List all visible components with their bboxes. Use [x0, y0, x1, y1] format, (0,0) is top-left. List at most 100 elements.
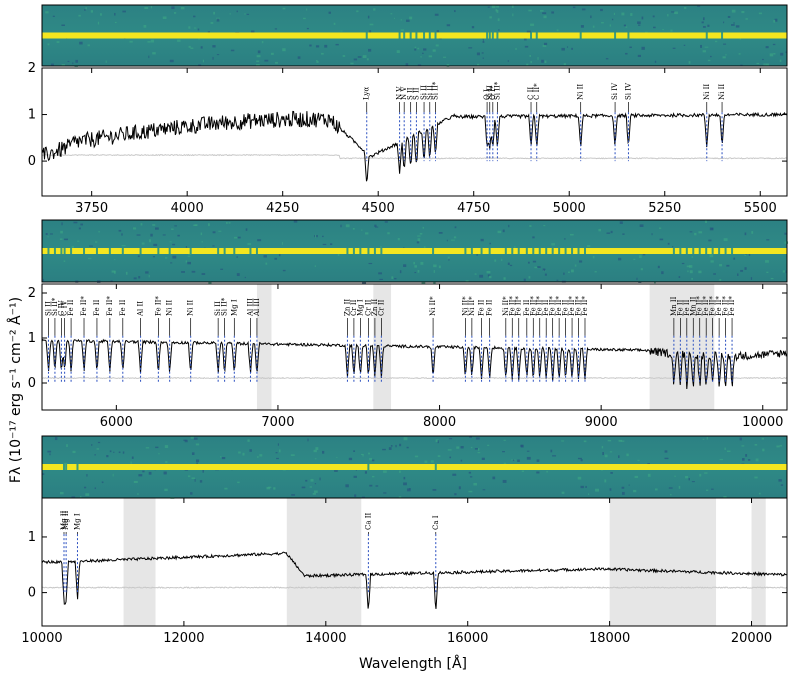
- feature-label: Fe II*: [80, 296, 88, 316]
- feature-label: Fe II*: [529, 296, 537, 316]
- feature-label: Ni II: [166, 300, 174, 316]
- feature-label: Fe II*: [581, 296, 589, 316]
- feature-label: Fe II*: [555, 296, 563, 316]
- feature-label: Ni II: [577, 84, 585, 100]
- feature-label: Fe II: [542, 299, 550, 316]
- plot-frame: [41, 67, 788, 197]
- feature-label: C IV: [61, 300, 69, 316]
- feature-label: Al II: [137, 301, 145, 317]
- telluric-region: [123, 498, 156, 626]
- feature-label: Si II: [426, 85, 434, 100]
- feature-label: C IV: [57, 300, 65, 316]
- x-tick-label: 4250: [266, 201, 299, 216]
- feature-label: Mg I: [73, 513, 81, 530]
- feature-label: Cr II: [377, 299, 385, 316]
- spectrum-2d-image: [41, 435, 788, 500]
- feature-label: Si II*: [221, 297, 229, 316]
- feature-label: Cr II: [350, 299, 358, 316]
- feature-label: Mn II: [670, 296, 678, 316]
- feature-label: Si II: [44, 301, 52, 316]
- x-tick-label: 5000: [553, 201, 586, 216]
- feature-label: Si IV: [624, 82, 632, 100]
- feature-label: Fe II*: [515, 296, 523, 316]
- feature-label: Mg II: [60, 510, 68, 530]
- plot-frame: [41, 497, 788, 627]
- feature-label: Fe II*: [106, 296, 114, 316]
- x-tick-label: 10000: [742, 415, 783, 430]
- x-tick-label: 4500: [362, 201, 395, 216]
- spectral-trace: [42, 248, 787, 254]
- feature-label: Ni II*: [461, 296, 469, 316]
- feature-label: O I*: [489, 85, 497, 100]
- feature-label: Si II: [486, 85, 494, 100]
- y-tick-label: 2: [28, 286, 36, 301]
- feature-label: Ni II: [718, 84, 726, 100]
- feature-label: Si IV: [611, 82, 619, 100]
- feature-label: Fe II*: [549, 296, 557, 316]
- feature-label: N V: [396, 86, 404, 100]
- x-axis-label: Wavelength [Å]: [359, 655, 467, 672]
- feature-label: Fe II*: [702, 296, 710, 316]
- feature-label: Fe II*: [536, 296, 544, 316]
- feature-label: Fe II*: [715, 296, 723, 316]
- feature-label: Al III: [246, 298, 254, 317]
- feature-label: Fe II*: [154, 296, 162, 316]
- feature-label: Si II: [214, 301, 222, 316]
- y-axis-label: Fλ (10⁻¹⁷ erg s⁻¹ cm⁻² Å⁻¹): [7, 297, 24, 483]
- x-tick-label: 5500: [744, 201, 777, 216]
- feature-label: Zn II: [343, 299, 351, 316]
- spectrum-2d-image: [41, 219, 789, 285]
- y-tick-label: 0: [28, 376, 36, 391]
- feature-label: Fe II: [478, 299, 486, 316]
- feature-label: S II: [412, 87, 420, 100]
- x-tick-label: 14000: [305, 631, 346, 646]
- spectrum-2d-image: [41, 4, 788, 67]
- telluric-region: [751, 498, 766, 626]
- x-tick-label: 18000: [589, 631, 630, 646]
- feature-label: Si II: [420, 85, 428, 100]
- y-tick-label: 1: [28, 108, 36, 123]
- feature-label: Fe II: [562, 299, 570, 316]
- x-tick-label: 12000: [163, 631, 204, 646]
- y-tick-label: 1: [28, 530, 36, 545]
- feature-label: Fe II: [119, 299, 127, 316]
- telluric-region: [609, 498, 717, 626]
- feature-label: O I: [483, 89, 491, 100]
- feature-label: Fe II*: [722, 296, 730, 316]
- feature-label: Fe II*: [508, 296, 516, 316]
- feature-label: Ni II*: [468, 296, 476, 316]
- error-spectrum: [41, 376, 787, 380]
- feature-label: Fe II: [67, 299, 75, 316]
- x-tick-label: 16000: [447, 631, 488, 646]
- y-tick-label: 0: [28, 154, 36, 169]
- feature-label: Fe II*: [728, 296, 736, 316]
- feature-label: Fe II*: [709, 296, 717, 316]
- feature-label: N V: [400, 86, 408, 100]
- feature-label: Fe II*: [575, 296, 583, 316]
- feature-label: Mg II: [62, 510, 70, 530]
- feature-label: Ca I: [432, 515, 440, 530]
- flux-spectrum: [41, 338, 788, 390]
- feature-label: Fe II: [683, 299, 691, 316]
- plot-frame: [41, 283, 788, 411]
- feature-label: Fe II: [93, 299, 101, 316]
- feature-label: Si II*: [51, 297, 59, 316]
- feature-label: Fe II*: [568, 296, 576, 316]
- feature-label: Ni II: [703, 84, 711, 100]
- x-tick-label: 4750: [457, 201, 490, 216]
- feature-label: C II: [527, 87, 535, 100]
- y-tick-label: 1: [28, 331, 36, 346]
- x-tick-label: 4000: [171, 201, 204, 216]
- feature-label: Lyα: [363, 87, 371, 100]
- feature-label: C II*: [533, 83, 541, 100]
- feature-label: Mg I: [230, 299, 238, 316]
- feature-label: Ni II: [187, 300, 195, 316]
- telluric-region: [286, 498, 362, 626]
- y-tick-label: 0: [28, 586, 36, 601]
- telluric-region: [649, 284, 715, 410]
